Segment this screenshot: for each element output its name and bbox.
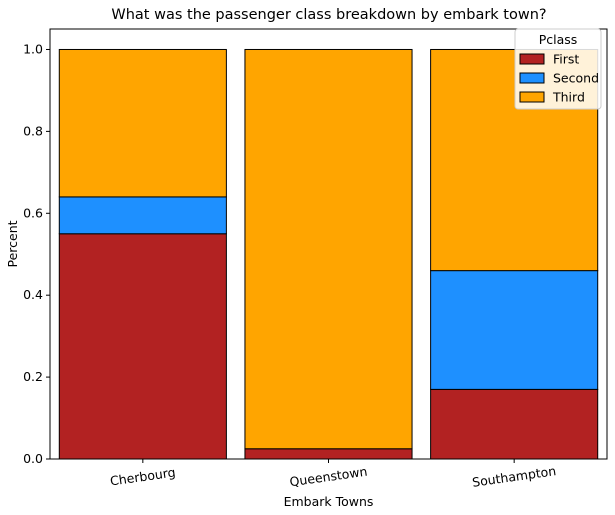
y-tick-label: 0.8: [23, 123, 43, 138]
y-axis-label: Percent: [5, 220, 20, 267]
y-axis: 0.0 0.2 0.4 0.6 0.8 1.0: [23, 41, 50, 466]
x-tick-label-southampton: Southampton: [471, 463, 557, 490]
y-tick-label: 0.6: [23, 205, 43, 220]
bar-queenstown-third: [244, 48, 413, 450]
x-axis-label: Embark Towns: [284, 494, 374, 509]
legend-swatch-second: [519, 72, 545, 84]
y-tick-label: 1.0: [23, 41, 43, 56]
legend-title: Pclass: [539, 32, 578, 47]
y-tick-label: 0.4: [23, 287, 43, 302]
bar-cherbourg-third: [58, 48, 227, 198]
bars: [58, 48, 599, 460]
legend-swatch-third: [519, 91, 545, 103]
legend-label-second: Second: [553, 71, 599, 86]
x-axis: Cherbourg Queenstown Southampton: [109, 459, 557, 490]
bar-cherbourg-first: [58, 233, 227, 460]
bar-queenstown-first: [244, 448, 413, 460]
legend-label-first: First: [553, 52, 579, 67]
x-tick-label-queenstown: Queenstown: [289, 464, 369, 490]
legend-swatch-first: [519, 53, 545, 65]
legend: Pclass First Second Third: [514, 28, 602, 110]
y-tick-label: 0.2: [23, 369, 43, 384]
bar-southampton-first: [430, 388, 599, 460]
bar-southampton-second: [430, 270, 599, 390]
chart-title: What was the passenger class breakdown b…: [111, 7, 546, 23]
bar-cherbourg-second: [58, 196, 227, 235]
x-tick-label-cherbourg: Cherbourg: [109, 464, 176, 488]
legend-box: [514, 28, 602, 110]
legend-label-third: Third: [552, 90, 585, 105]
y-tick-label: 0.0: [23, 451, 43, 466]
plot-frame: [49, 28, 608, 460]
